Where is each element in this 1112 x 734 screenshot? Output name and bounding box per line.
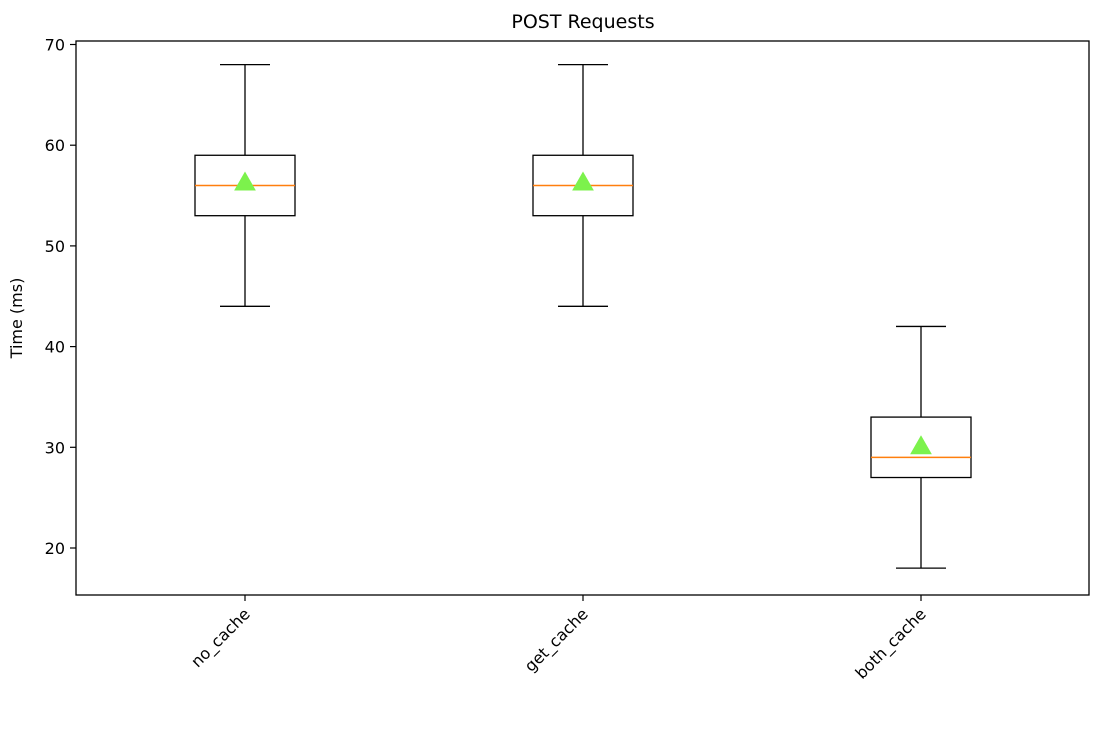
y-tick-label: 50 <box>45 237 65 256</box>
y-tick-label: 30 <box>45 438 65 457</box>
y-tick-label: 20 <box>45 539 65 558</box>
y-axis-label: Time (ms) <box>7 278 26 360</box>
chart-title: POST Requests <box>511 11 654 33</box>
plot-frame <box>75 40 1090 596</box>
y-tick-label: 70 <box>45 36 65 55</box>
y-tick-label: 60 <box>45 136 65 155</box>
mean-marker <box>910 435 932 455</box>
y-tick-label: 40 <box>45 338 65 357</box>
box <box>870 416 972 479</box>
mean-marker <box>572 171 594 191</box>
mean-marker <box>234 171 256 191</box>
